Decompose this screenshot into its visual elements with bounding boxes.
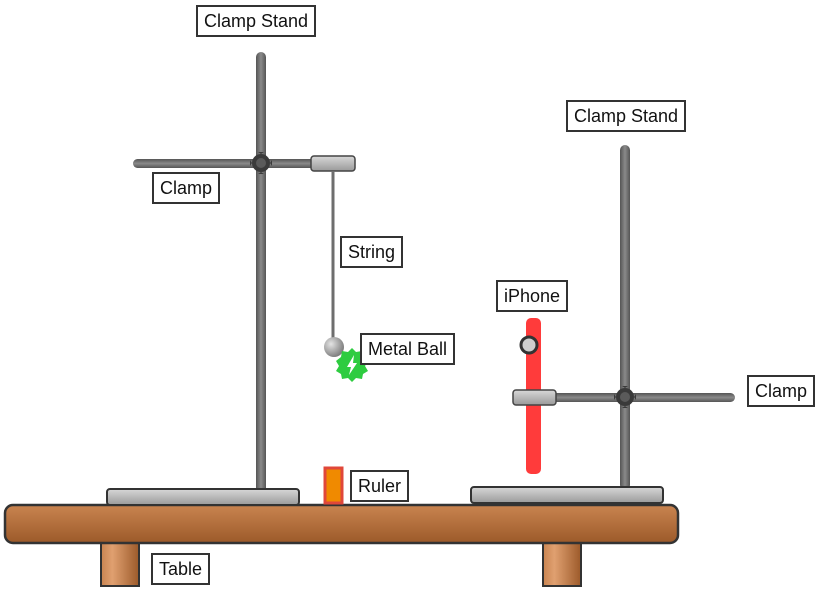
knob-icon <box>614 386 636 408</box>
label-clamp-right: Clamp <box>747 375 816 407</box>
clamp-stand-right <box>470 145 664 504</box>
stand-base-left <box>106 488 300 506</box>
clamp-holder-right <box>512 389 557 406</box>
label-clamp-stand-right: Clamp Stand <box>566 100 687 132</box>
stand-rod-left <box>256 52 266 493</box>
stand-rod-right <box>620 145 630 490</box>
table-leg-left <box>100 537 140 587</box>
clamp-stand-left <box>106 52 300 506</box>
clamp-right <box>512 386 735 408</box>
table-leg-right <box>542 537 582 587</box>
clamp-left <box>133 152 356 174</box>
clamp-bar-left <box>133 159 348 168</box>
label-string: String <box>340 236 404 268</box>
label-clamp-left: Clamp <box>152 172 221 204</box>
label-clamp-stand-left: Clamp Stand <box>196 5 317 37</box>
label-iphone: iPhone <box>496 280 569 312</box>
stand-base-right <box>470 486 664 504</box>
label-ruler: Ruler <box>350 470 410 502</box>
label-metal-ball: Metal Ball <box>360 333 456 365</box>
clamp-holder-left <box>310 155 356 172</box>
metal-ball <box>324 337 344 357</box>
iphone-camera <box>519 335 539 355</box>
ruler <box>323 466 344 505</box>
label-table: Table <box>151 553 211 585</box>
table-top <box>3 503 680 545</box>
knob-icon <box>250 152 272 174</box>
